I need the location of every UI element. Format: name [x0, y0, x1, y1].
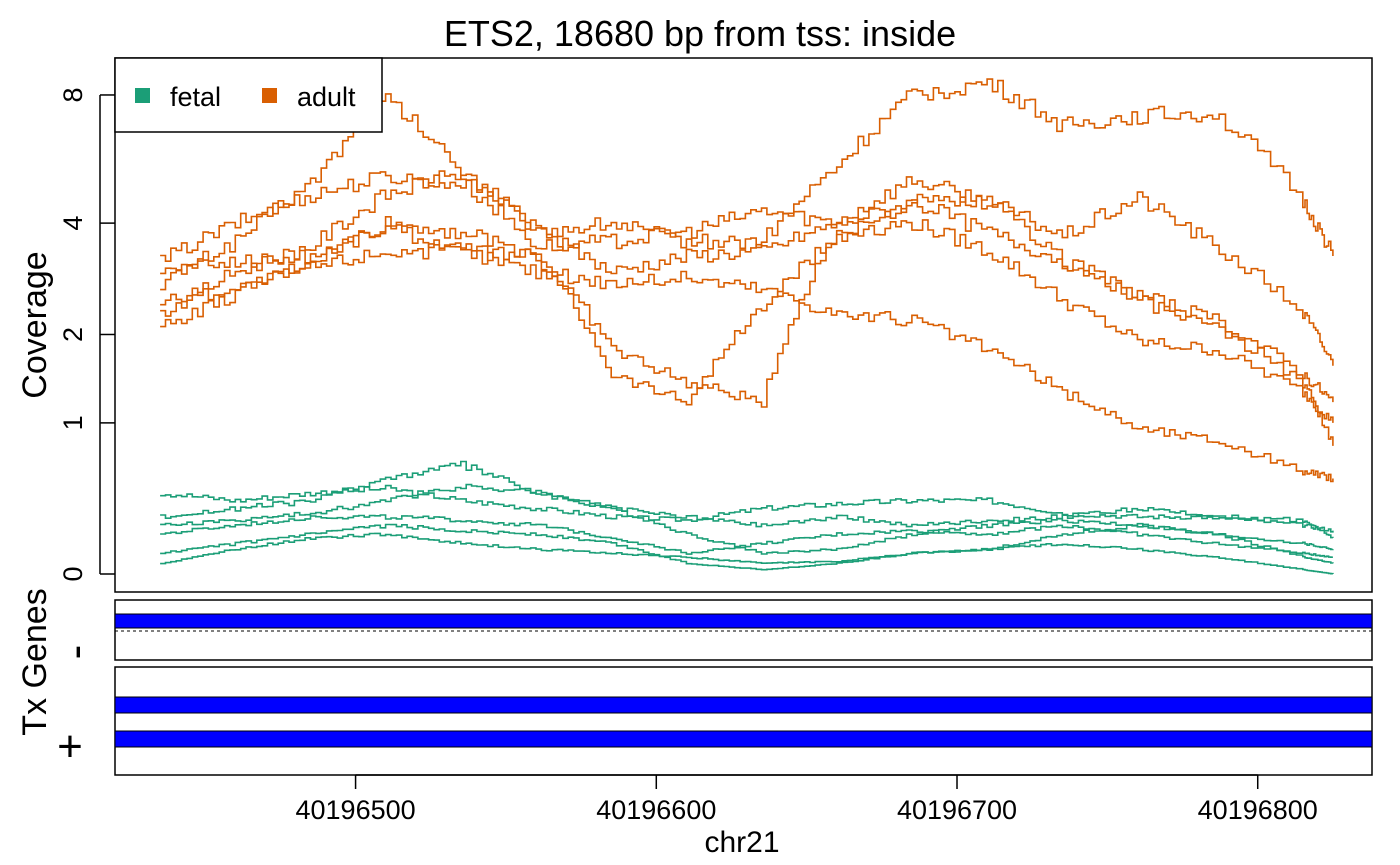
- x-tick-label: 40196500: [296, 795, 416, 825]
- y-axis-title: Coverage: [16, 251, 54, 398]
- plus-strand-label: +: [57, 722, 83, 771]
- tx-genes-label: Tx Genes: [16, 588, 54, 735]
- y-tick-label: 0: [58, 566, 88, 581]
- x-axis: 40196500 40196600 40196700 40196800: [296, 774, 1318, 825]
- legend-swatch-fetal: [135, 88, 150, 103]
- plus-strand-panel: [114, 666, 1373, 776]
- coverage-lines: [160, 78, 1334, 575]
- coverage-line-fetal: [160, 514, 1333, 558]
- coverage-line-adult: [160, 171, 1334, 366]
- minus-strand-panel: [114, 599, 1373, 661]
- coverage-line-adult: [160, 216, 1334, 423]
- plus-strand-transcript-2: [114, 730, 1373, 748]
- legend: fetal adult: [114, 57, 383, 133]
- coverage-line-fetal: [160, 522, 1334, 571]
- y-tick-label: 8: [58, 87, 88, 102]
- tx-genes-track: Tx Genes - +: [16, 588, 1373, 776]
- y-axis: 0 1 2 4 8: [58, 87, 115, 582]
- legend-label-adult: adult: [297, 82, 356, 112]
- legend-label-fetal: fetal: [170, 82, 221, 112]
- x-tick-label: 40196800: [1198, 795, 1318, 825]
- coverage-line-adult: [160, 243, 1334, 483]
- coverage-line-fetal: [160, 460, 1334, 539]
- coverage-line-adult: [160, 193, 1334, 446]
- coverage-line-fetal: [160, 483, 1334, 555]
- legend-swatch-adult: [262, 88, 277, 103]
- coverage-line-fetal: [160, 532, 1334, 575]
- coverage-line-adult: [160, 170, 1334, 403]
- coverage-line-fetal: [160, 484, 1334, 533]
- legend-box: [114, 57, 383, 133]
- y-tick-label: 2: [58, 327, 88, 342]
- y-tick-label: 1: [58, 415, 88, 430]
- plus-strand-transcript-1: [114, 696, 1373, 714]
- x-tick-label: 40196600: [596, 795, 716, 825]
- y-tick-label: 4: [58, 216, 88, 231]
- chart-title: ETS2, 18680 bp from tss: inside: [444, 13, 956, 54]
- minus-strand-transcript: [114, 613, 1373, 629]
- x-tick-label: 40196700: [897, 795, 1017, 825]
- coverage-panel-frame: [114, 57, 1373, 593]
- minus-strand-label: -: [51, 645, 100, 660]
- x-axis-title: chr21: [704, 826, 779, 859]
